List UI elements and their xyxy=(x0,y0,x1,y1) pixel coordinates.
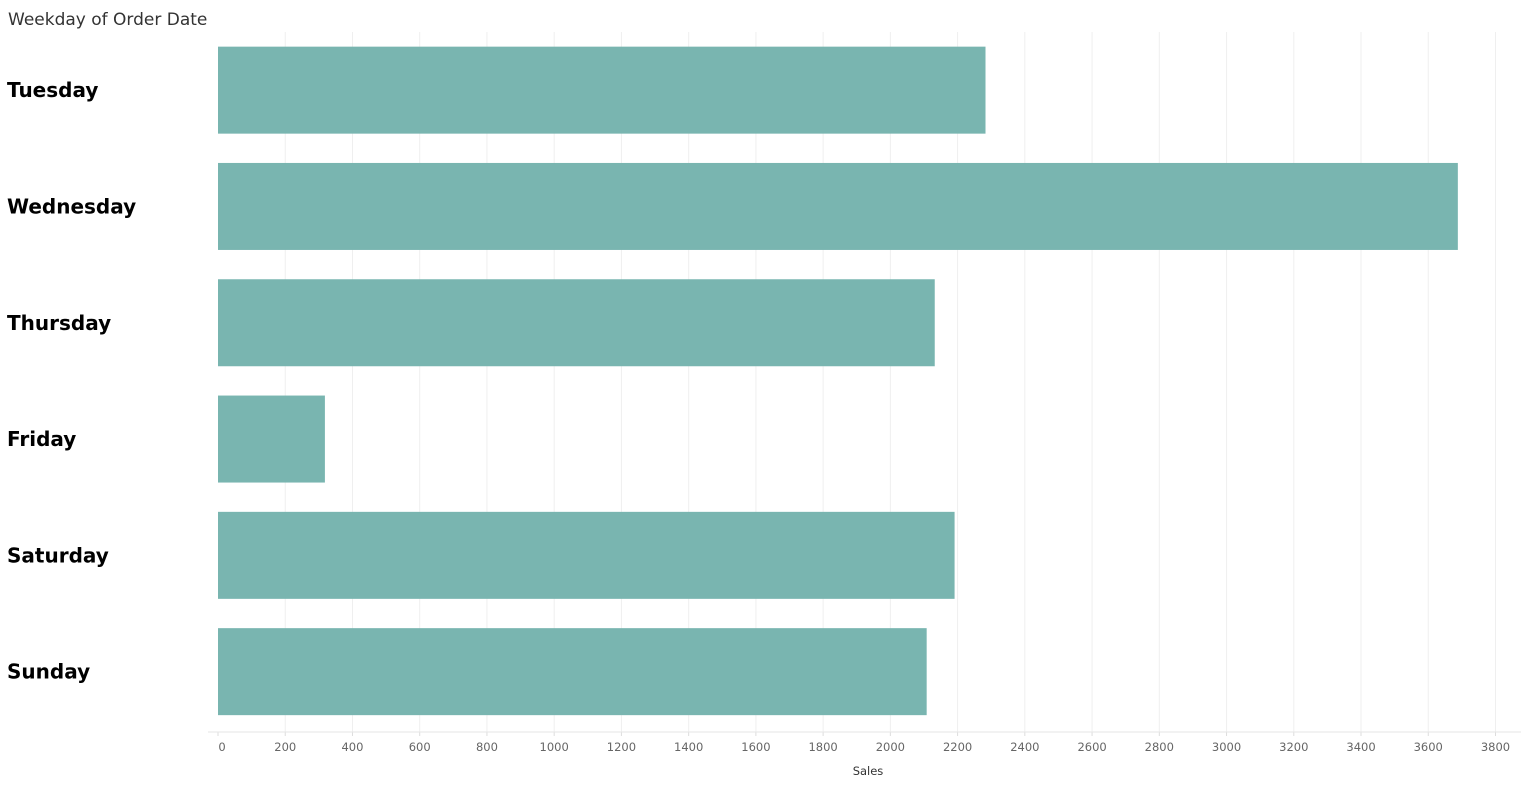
x-tick-label: 3400 xyxy=(1346,740,1375,754)
x-tick-label: 600 xyxy=(409,740,431,754)
x-tick-label: 2400 xyxy=(1010,740,1039,754)
bars xyxy=(218,46,1458,716)
gridlines xyxy=(284,32,1496,732)
x-tick-label: 1000 xyxy=(540,740,569,754)
x-tick-label: 3000 xyxy=(1212,740,1241,754)
x-tick-label: 3600 xyxy=(1414,740,1443,754)
x-tick-label: 3800 xyxy=(1481,740,1510,754)
bar-sunday xyxy=(218,628,927,716)
x-axis-title: Sales xyxy=(853,764,884,778)
category-labels: Tuesday Wednesday Thursday Friday Saturday Su… xyxy=(7,78,136,684)
x-tick-label: 2800 xyxy=(1145,740,1174,754)
bar-tuesday xyxy=(218,46,986,134)
row-header: Weekday of Order Date xyxy=(8,10,208,30)
category-label: Thursday xyxy=(7,311,111,335)
x-tick-label: 1200 xyxy=(607,740,636,754)
x-axis: 0 200 400 600 800 1000 1200 1400 1600 1800 2000 220… xyxy=(208,731,1521,778)
category-label: Wednesday xyxy=(7,194,136,218)
x-tick-label: 1800 xyxy=(808,740,837,754)
x-tick-label: 200 xyxy=(274,740,296,754)
x-tick-label: 2600 xyxy=(1077,740,1106,754)
category-label: Tuesday xyxy=(7,78,98,102)
bar-wednesday xyxy=(218,162,1458,250)
x-tick-label: 0 xyxy=(218,740,225,754)
x-tick-label: 800 xyxy=(476,740,498,754)
x-tick-label: 3200 xyxy=(1279,740,1308,754)
bar-saturday xyxy=(218,511,955,599)
x-tick-label: 1600 xyxy=(741,740,770,754)
x-tick-label: 2200 xyxy=(943,740,972,754)
x-tick-label: 400 xyxy=(341,740,363,754)
x-tick-label: 1400 xyxy=(674,740,703,754)
bar-thursday xyxy=(218,279,935,367)
category-label: Sunday xyxy=(7,660,90,684)
category-label: Friday xyxy=(7,427,76,451)
category-label: Saturday xyxy=(7,543,109,567)
x-tick-label: 2000 xyxy=(876,740,905,754)
bar-friday xyxy=(218,395,325,483)
